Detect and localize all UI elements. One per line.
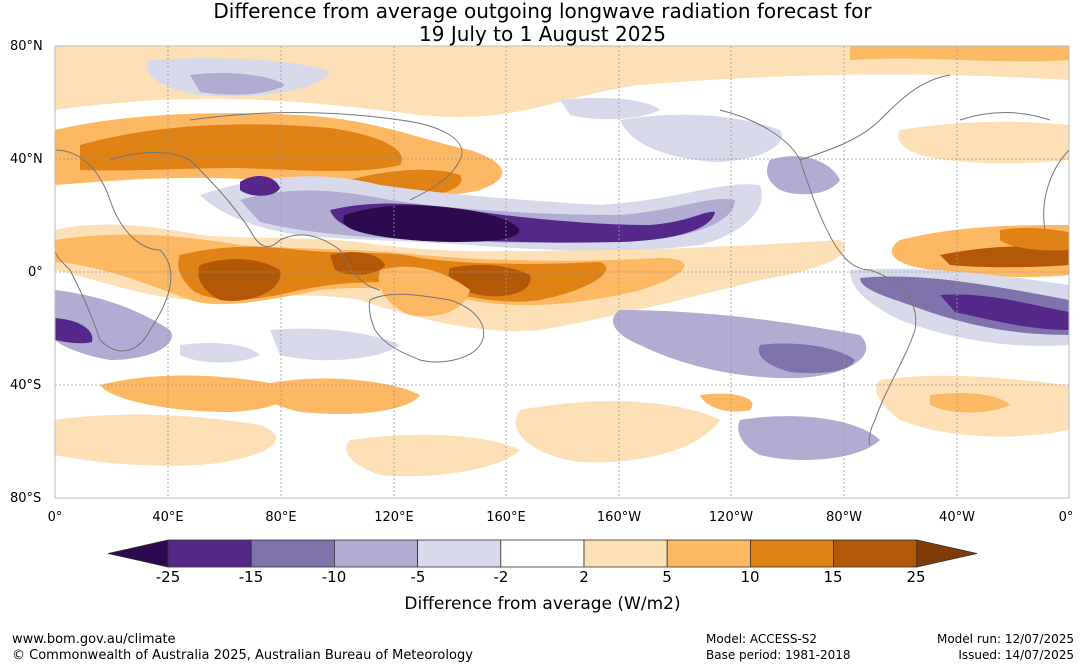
lon-label-40e: 40°E xyxy=(152,510,184,525)
lon-label-120e: 120°E xyxy=(374,510,414,525)
colorbar-segment xyxy=(417,539,502,568)
colorbar-extend-low xyxy=(107,539,169,568)
colorbar-title: Difference from average (W/m2) xyxy=(404,594,681,614)
colorbar-tick-label: 10 xyxy=(740,568,760,586)
colorbar-tick-label: -10 xyxy=(321,568,347,586)
colorbar-segment xyxy=(250,539,335,568)
colorbar-tick-label: -2 xyxy=(493,568,509,586)
footer-website: www.bom.gov.au/climate xyxy=(12,632,176,647)
colorbar-tick-label: 2 xyxy=(579,568,589,586)
lat-label-80n: 80°N xyxy=(10,39,43,54)
colorbar-segment xyxy=(167,539,252,568)
title-line-1: Difference from average outgoing longwav… xyxy=(213,0,872,23)
colorbar-tick-label: 5 xyxy=(662,568,672,586)
footer-copyright: © Commonwealth of Australia 2025, Austra… xyxy=(12,648,473,663)
lon-label-80w: 80°W xyxy=(826,510,862,525)
anomaly-map xyxy=(54,45,1070,499)
lon-label-160w: 160°W xyxy=(596,510,642,525)
graticule xyxy=(55,46,1069,498)
footer-issued: Issued: 14/07/2025 xyxy=(958,648,1074,662)
coastlines xyxy=(54,74,1070,446)
lat-label-40s: 40°S xyxy=(10,378,42,393)
colorbar-tick-label: -15 xyxy=(238,568,264,586)
lon-label-0: 0° xyxy=(47,510,63,525)
footer-model-run: Model run: 12/07/2025 xyxy=(936,632,1074,646)
title-line-2: 19 July to 1 August 2025 xyxy=(419,22,666,46)
lon-label-40w: 40°W xyxy=(939,510,975,525)
map-title: Difference from average outgoing longwav… xyxy=(0,0,1085,46)
lon-label-160e: 160°E xyxy=(486,510,526,525)
lon-label-80e: 80°E xyxy=(265,510,297,525)
colorbar xyxy=(107,539,978,568)
lon-label-120w: 120°W xyxy=(708,510,754,525)
footer-base-period: Base period: 1981-2018 xyxy=(706,648,851,662)
colorbar-tick-label: -25 xyxy=(155,568,181,586)
colorbar-tick-label: 25 xyxy=(906,568,926,586)
colorbar-tick-label: 15 xyxy=(823,568,843,586)
lat-label-0: 0° xyxy=(28,265,43,280)
lat-label-80s: 80°S xyxy=(10,491,42,506)
colorbar-segment xyxy=(666,539,751,568)
colorbar-segment xyxy=(750,539,835,568)
colorbar-segment xyxy=(333,539,418,568)
colorbar-segment xyxy=(583,539,668,568)
colorbar-segment xyxy=(833,539,918,568)
colorbar-segment xyxy=(500,539,585,568)
footer-model: Model: ACCESS-S2 xyxy=(706,632,818,646)
anomaly-field xyxy=(55,46,1069,477)
lon-label-0-end: 0° xyxy=(1058,510,1074,525)
colorbar-tick-label: -5 xyxy=(410,568,426,586)
lat-label-40n: 40°N xyxy=(10,152,43,167)
colorbar-extend-high xyxy=(916,539,978,568)
